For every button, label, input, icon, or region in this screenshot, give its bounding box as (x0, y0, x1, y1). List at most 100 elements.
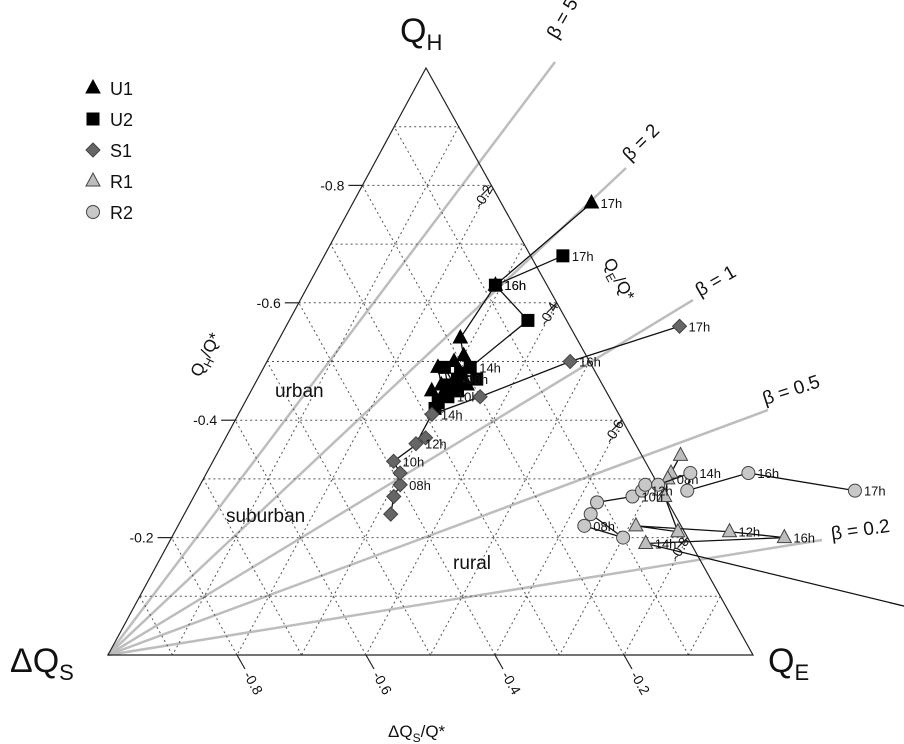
legend-label: S1 (110, 141, 132, 161)
data-point (680, 483, 695, 498)
legend: U1 U2 S1 R1 R2 (85, 78, 133, 223)
beta-lines: β = 5 β = 2 β = 1 β = 0.5 β = 0.2 (107, 0, 891, 657)
right-axis-tick (546, 302, 558, 314)
grid-line-e (623, 537, 689, 656)
beta-line-label: β = 0.5 (760, 372, 823, 410)
legend-label: U2 (110, 110, 133, 130)
bottom-axis-tick (623, 654, 633, 670)
legend-item: U2 (86, 110, 133, 130)
point-time-label: 17h (572, 249, 594, 264)
data-point (670, 522, 686, 538)
data-point (616, 530, 631, 545)
data-point (556, 249, 570, 263)
grid-line-e (559, 478, 656, 656)
data-point (385, 453, 402, 469)
data-point (463, 360, 477, 374)
beta-line (107, 167, 627, 656)
left-axis-title: QH/Q* (187, 329, 229, 381)
data-point (651, 477, 666, 492)
vertex-left-label: ΔQS (10, 642, 74, 685)
data-point (672, 446, 689, 461)
region-label-suburban: suburban (226, 506, 305, 527)
point-time-label: 14h (441, 407, 463, 422)
grid-line-e (365, 302, 558, 656)
point-time-label: 16h (504, 278, 526, 293)
vertex-right-label: QE (768, 642, 809, 685)
bottom-axis-tick (365, 654, 375, 670)
point-time-label: 08h (466, 372, 488, 387)
point-time-label: 14h (699, 466, 721, 481)
point-time-label: 08h (409, 478, 431, 493)
right-axis-tick (611, 419, 623, 431)
grid-line-s (298, 302, 496, 656)
point-time-label: 17h (864, 484, 886, 499)
data-point (408, 435, 424, 452)
data-point (452, 328, 469, 344)
data-point (392, 477, 408, 493)
legend-item: R2 (86, 203, 133, 223)
data-point (656, 487, 673, 503)
data-point (683, 466, 698, 481)
grid-line-s (171, 537, 238, 656)
data-point (423, 381, 440, 397)
point-time-label: 10h (457, 390, 479, 405)
bottom-axis-tick (494, 654, 504, 670)
point-time-label: 12h (738, 525, 760, 540)
legend-item: S1 (85, 141, 132, 161)
ternary-frame (106, 66, 755, 656)
right-axis-tick (480, 184, 492, 196)
data-point (721, 522, 738, 538)
point-time-label: 16h (793, 531, 815, 546)
legend-marker (86, 205, 100, 219)
beta-line (107, 61, 556, 656)
grid-line-e (430, 361, 590, 656)
beta-line-label: β = 0.2 (830, 516, 891, 545)
data-point (417, 430, 434, 446)
bottom-axis-tick-label: -0.2 (627, 669, 653, 698)
series-line (390, 325, 680, 515)
bottom-axis-tick-label: -0.4 (498, 669, 524, 698)
bottom-axis-title: ΔQS/Q* (388, 722, 446, 744)
data-point (776, 528, 793, 544)
data-point (637, 534, 654, 549)
left-axis-tick-label: -0.2 (129, 530, 153, 546)
beta-line-label: β = 1 (692, 262, 740, 302)
left-axis-tick-label: -0.6 (257, 295, 281, 311)
grid-line-e (172, 126, 460, 656)
data-point (583, 507, 598, 522)
legend-label: R2 (110, 203, 133, 223)
region-label-urban: urban (275, 381, 324, 402)
bottom-axis-tick-label: -0.8 (240, 669, 266, 698)
grid-line-s (202, 478, 302, 656)
region-label-rural: rural (453, 553, 491, 574)
grid-line-s (330, 243, 560, 656)
data-point (583, 193, 600, 209)
right-axis-tick (677, 537, 689, 549)
point-time-label: 17h (601, 196, 623, 211)
legend-marker (85, 171, 101, 187)
data-point (847, 483, 862, 498)
grid-line-s (393, 126, 689, 656)
data-point (424, 406, 440, 423)
beta-line-label: β = 2 (619, 120, 664, 165)
data-point (628, 516, 644, 532)
legend-marker (85, 142, 101, 158)
data-point (437, 360, 451, 374)
grid-line-e (236, 185, 492, 656)
point-time-label: 14h (479, 360, 501, 375)
left-axis-tick-label: -0.8 (320, 177, 344, 193)
point-time-label: 16h (579, 355, 601, 370)
point-time-label: 12h (651, 484, 673, 499)
point-time-label: 16h (504, 278, 526, 293)
legend-marker (86, 112, 100, 126)
axis-ticks: -0.8-0.6-0.4-0.2-0.2-0.4-0.6-0.8-0.8 -0.6… (129, 177, 692, 697)
data-point (392, 465, 408, 481)
data-point (577, 518, 592, 533)
legend-item: U1 (85, 78, 133, 99)
left-axis-tick-label: -0.4 (193, 412, 217, 428)
data-point (741, 466, 756, 481)
